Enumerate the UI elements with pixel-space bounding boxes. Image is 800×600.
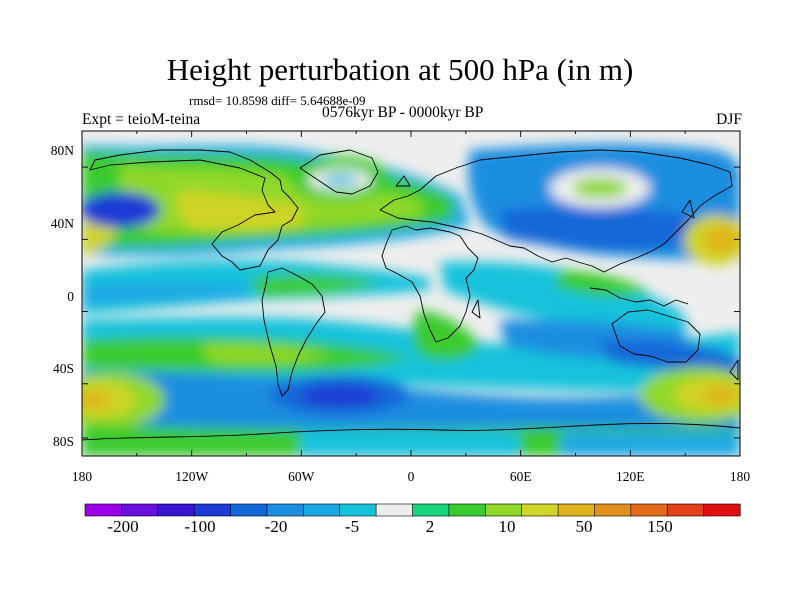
colorbar [84,503,741,517]
colorbar-swatch [375,503,414,517]
lon-label-1: 180 [72,469,93,484]
colorbar-swatch [521,503,559,517]
colorbar-label-2: -100 [184,517,215,536]
colorbar-swatch [630,503,668,517]
season-label: DJF [716,111,742,128]
lon-label-3: 60W [288,469,315,484]
new-zealand-coast [729,359,739,381]
field-contours [82,143,740,456]
south-america-coast [261,267,326,397]
colorbar-swatch [303,503,341,517]
colorbar-swatch [666,503,705,517]
colorbar-label-3: -20 [265,517,288,536]
experiment-label: Expt = teioM-teina [82,111,201,128]
colorbar-label-8: 150 [647,517,673,536]
lat-label-4: 40S [53,361,74,376]
lon-label-5: 60E [510,469,532,484]
colorbar-swatch [594,503,632,517]
period-label: 0576kyr BP - 0000kyr BP [322,104,484,121]
colorbar-label-5: 2 [426,517,435,536]
axis-ticks [81,131,741,456]
lat-label-2: 40N [51,216,75,231]
colorbar-swatch [230,503,268,517]
lon-label-4: 0 [408,469,415,484]
colorbar-swatch [193,503,232,517]
colorbar-label-7: 50 [576,517,593,536]
colorbar-swatch [266,503,304,517]
colorbar-swatch [448,503,486,517]
colorbar-label-1: -200 [107,517,138,536]
colorbar-swatch [339,503,377,517]
coastlines [82,149,740,441]
africa-coast [381,225,479,343]
lon-label-2: 120W [175,469,208,484]
australia-coast [611,309,701,363]
colorbar-swatch [703,503,741,517]
stats-line: rmsd= 10.8598 diff= 5.64688e-09 [189,93,366,108]
japan-coast [681,199,695,219]
colorbar-swatch [84,503,122,517]
map-panel [81,130,741,457]
indonesia-coast [589,287,689,307]
lat-label-1: 80N [51,143,75,158]
colorbar-swatch [121,503,159,517]
colorbar-swatch [484,503,523,517]
antarctica-coast [82,423,740,441]
colorbar-label-4: -5 [345,517,359,536]
eurasia-coast [379,149,733,273]
colorbar-label-6: 10 [499,517,516,536]
lat-label-5: 80S [53,434,74,449]
colorbar-swatch [557,503,596,517]
uk-coast [395,175,411,187]
colorbar-swatch [157,503,195,517]
north-america-coast [89,149,299,271]
greenland-coast [299,149,379,195]
colorbar-swatch [412,503,450,517]
chart-title: Height perturbation at 500 hPa (in m) [166,52,634,87]
lon-label-7: 180 [730,469,751,484]
lat-label-3: 0 [67,289,74,304]
lon-label-6: 120E [616,469,645,484]
madagascar-coast [471,299,481,319]
